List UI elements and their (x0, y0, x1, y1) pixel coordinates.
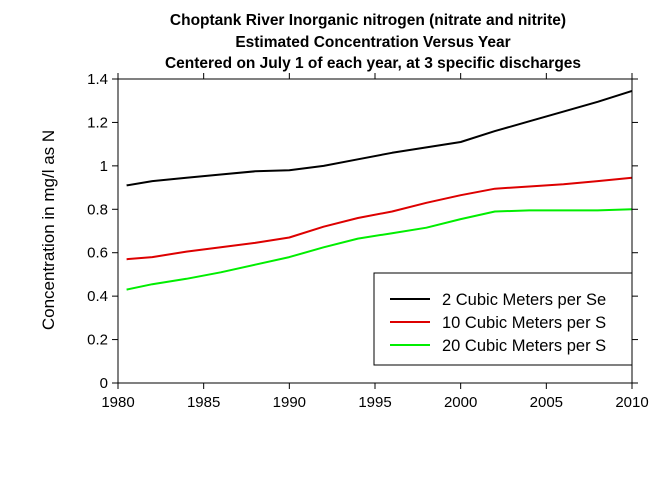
y-tick-label: 0.6 (87, 245, 108, 262)
y-axis: 0 0.2 0.4 0.6 0.8 1 1.2 1.4 (87, 71, 638, 392)
y-tick-label: 1.2 (87, 114, 108, 131)
y-tick-label: 0 (100, 375, 108, 392)
plot-frame (117, 78, 633, 384)
series-line-1 (126, 89, 633, 187)
legend: 2 Cubic Meters per Se 10 Cubic Meters per… (373, 272, 633, 366)
y-tick-label: 0.4 (87, 288, 108, 305)
chart-subtitle-detail: Centered on July 1 of each year, at 3 sp… (165, 55, 581, 72)
y-tick-label: 1 (100, 158, 108, 175)
x-axis: 1980 1985 1990 1995 2000 2005 2010 (101, 73, 649, 411)
y-tick-label: 0.8 (87, 201, 108, 218)
x-tick-label: 2010 (615, 394, 648, 411)
legend-label-3: 20 Cubic Meters per S (442, 337, 606, 355)
x-tick-label: 2000 (444, 394, 477, 411)
x-tick-label: 1980 (101, 394, 134, 411)
chart-subtitle: Estimated Concentration Versus Year (235, 34, 510, 51)
series-line-2 (126, 176, 633, 261)
y-tick-label: 1.4 (87, 71, 108, 88)
series-lines (126, 89, 633, 291)
chart-title-block: Choptank River Inorganic nitrogen (nitra… (165, 12, 581, 72)
legend-box (373, 272, 633, 366)
x-tick-label: 2005 (530, 394, 563, 411)
y-axis-label: Concentration in mg/l as N (39, 130, 58, 330)
series-line-3 (126, 208, 633, 291)
x-tick-label: 1985 (187, 394, 220, 411)
legend-label-1: 2 Cubic Meters per Se (442, 291, 606, 309)
x-tick-label: 1995 (358, 394, 391, 411)
x-tick-label: 1990 (273, 394, 306, 411)
chart-title: Choptank River Inorganic nitrogen (nitra… (170, 12, 566, 29)
y-tick-label: 0.2 (87, 332, 108, 349)
legend-label-2: 10 Cubic Meters per S (442, 314, 606, 332)
